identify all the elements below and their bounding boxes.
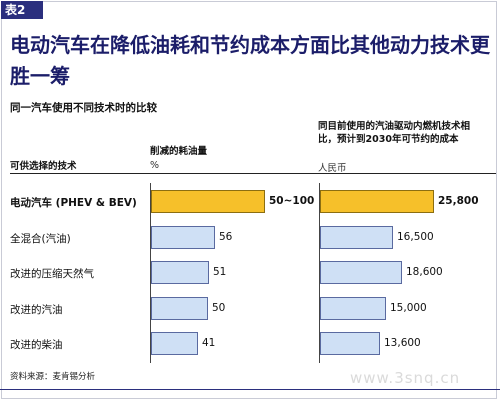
bar-1 xyxy=(151,261,209,284)
bar-2 xyxy=(320,225,393,249)
source-note: 资料来源：麦肯锡分析 xyxy=(10,372,96,382)
bar-1 xyxy=(151,225,215,249)
data-label-2: 13,600 xyxy=(384,337,421,349)
bar-2 xyxy=(320,190,434,213)
chart-subtitle: 同一汽车使用不同技术时的比较 xyxy=(10,102,157,114)
data-label-2: 25,800 xyxy=(438,195,479,207)
chart-title: 电动汽车在降低油耗和节约成本方面比其他动力技术更胜一筹 xyxy=(10,33,490,88)
left-column-header: 可供选择的技术 xyxy=(10,161,77,172)
data-label-2: 16,500 xyxy=(397,230,434,243)
middle-column-header: 削减的耗油量 xyxy=(150,146,208,157)
bar-2 xyxy=(320,296,386,320)
bar-1 xyxy=(151,332,198,355)
bar-1 xyxy=(151,296,208,320)
data-label-2: 15,000 xyxy=(390,301,427,314)
watermark: www.3snq.cn xyxy=(350,369,461,387)
category-label: 改进的压缩天然气 xyxy=(10,268,94,280)
axis-baseline-2 xyxy=(319,183,320,363)
data-label-1: 50~100 xyxy=(269,195,315,207)
category-label: 改进的柴油 xyxy=(10,339,63,351)
axis-baseline-1 xyxy=(150,183,151,363)
right-column-header: 同目前使用的汽油驱动内燃机技术相比，预计到2030年可节约的成本 xyxy=(318,121,471,145)
bottom-rule xyxy=(0,389,500,390)
bar-2 xyxy=(320,261,402,284)
data-label-1: 56 xyxy=(219,230,233,243)
data-label-2: 18,600 xyxy=(406,266,443,278)
right-column-unit: 人民币 xyxy=(318,163,347,174)
bar-1 xyxy=(151,190,265,213)
data-label-1: 41 xyxy=(202,337,216,349)
figure-tag: 表2 xyxy=(1,1,43,19)
category-label: 全混合(汽油) xyxy=(10,232,71,245)
bar-2 xyxy=(320,332,380,355)
category-label: 改进的汽油 xyxy=(10,303,63,316)
header-rule xyxy=(10,173,496,174)
data-label-1: 51 xyxy=(213,266,227,278)
data-label-1: 50 xyxy=(212,301,226,314)
middle-column-unit: % xyxy=(150,160,160,171)
category-label: 电动汽车 (PHEV & BEV) xyxy=(10,197,137,209)
